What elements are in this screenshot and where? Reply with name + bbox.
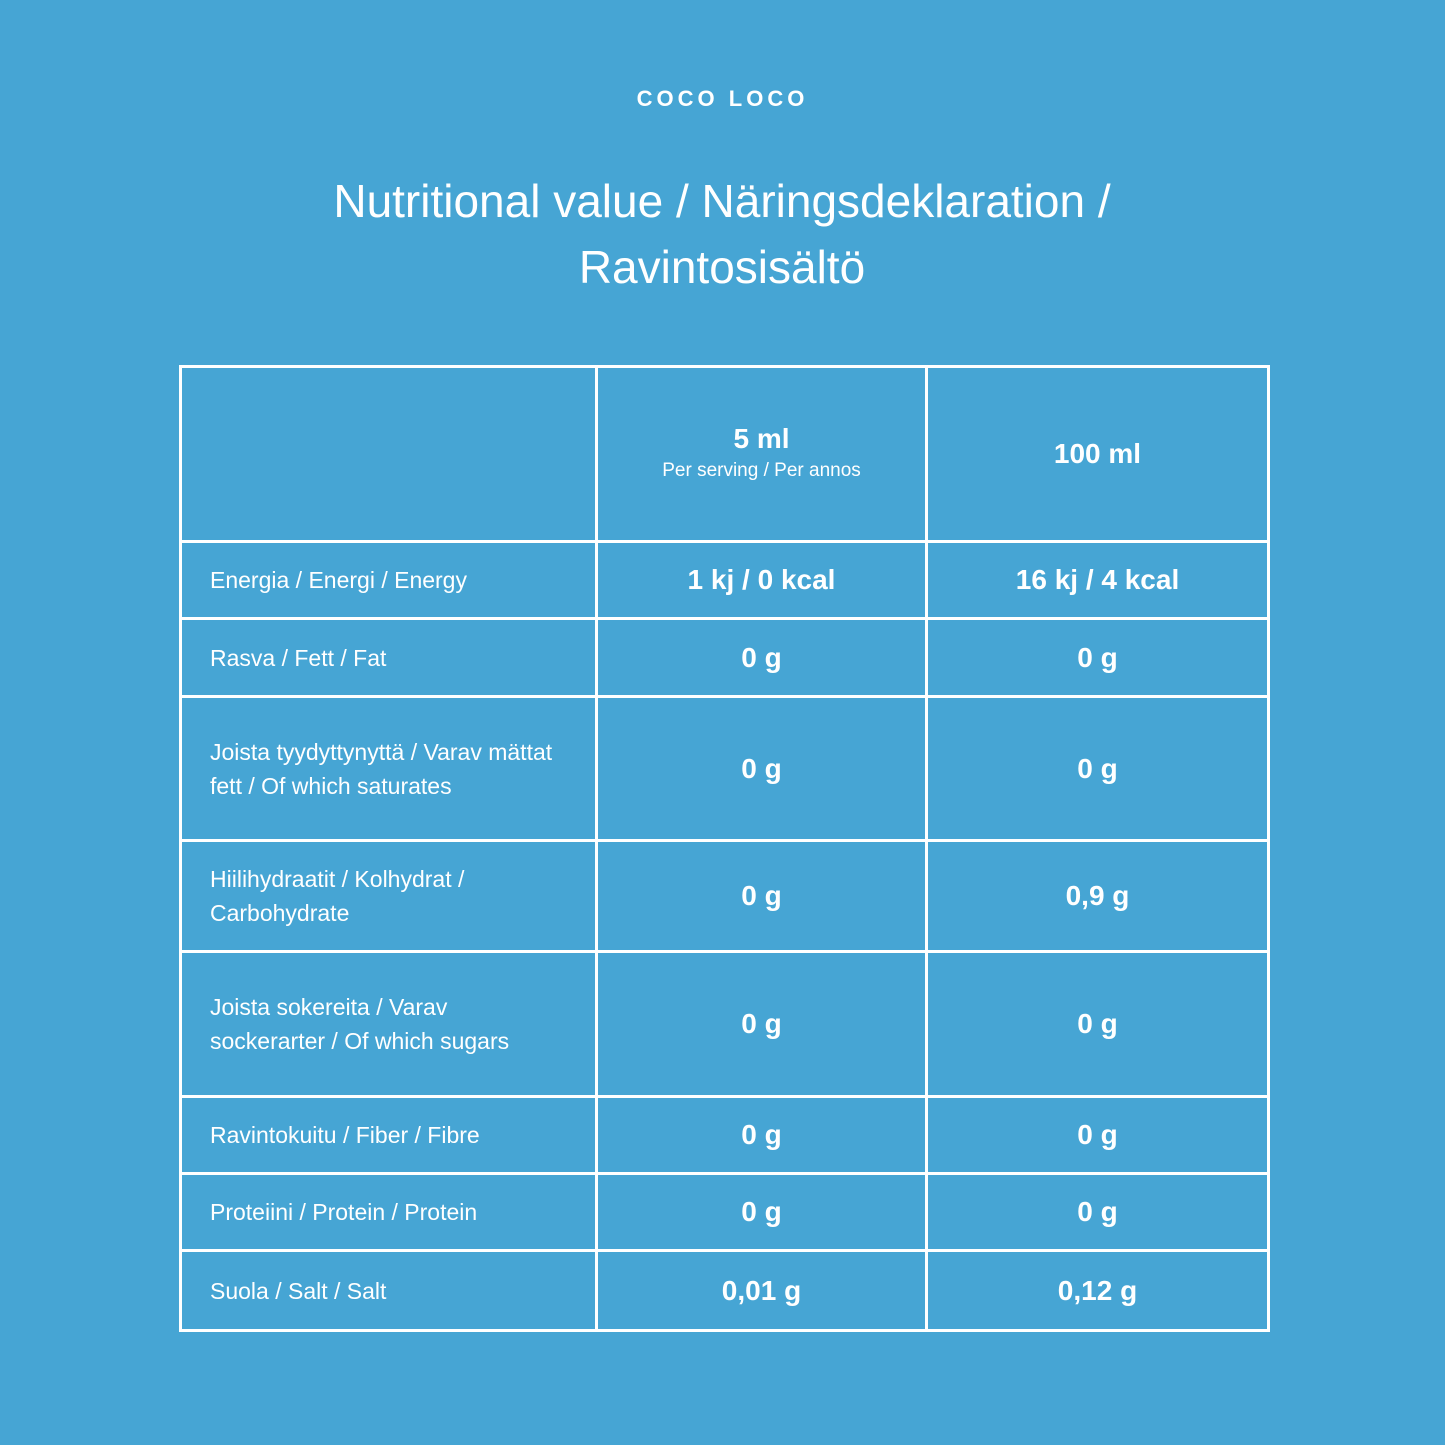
nutrient-label: Joista tyydyttynyttä / Varav mättat fett… — [179, 695, 598, 842]
nutrient-value: 0,12 g — [925, 1249, 1270, 1332]
nutrient-value: 1 kj / 0 kcal — [595, 540, 928, 620]
nutrient-value: 0 g — [595, 1095, 928, 1175]
nutrition-table: 5 ml Per serving / Per annos 100 ml Energia… — [179, 365, 1270, 1332]
nutrient-label: Energia / Energi / Energy — [179, 540, 598, 620]
nutrient-value: 0 g — [595, 617, 928, 698]
nutrient-value: 0 g — [595, 950, 928, 1098]
nutrient-value: 0,01 g — [595, 1249, 928, 1332]
table-row: Joista sokereita / Varav sockerarter / O… — [179, 950, 1270, 1098]
nutrient-value: 0 g — [595, 1172, 928, 1252]
header-cell: 100 ml — [925, 365, 1270, 543]
table-row: Energia / Energi / Energy 1 kj / 0 kcal 16… — [179, 540, 1270, 620]
table-row: Suola / Salt / Salt 0,01 g 0,12 g — [179, 1249, 1270, 1332]
table-row: Hiilihydraatit / Kolhydrat / Carbohydrat… — [179, 839, 1270, 953]
nutrient-value: 0 g — [925, 617, 1270, 698]
table-row: Joista tyydyttynyttä / Varav mättat fett… — [179, 695, 1270, 842]
nutrient-value: 0 g — [595, 839, 928, 953]
nutrient-label: Rasva / Fett / Fat — [179, 617, 598, 698]
nutrient-value: 0 g — [925, 950, 1270, 1098]
nutrient-value: 0 g — [925, 1172, 1270, 1252]
title: Nutritional value / Näringsdeklaration /… — [333, 175, 1111, 293]
header-cell — [179, 365, 598, 543]
table-body: 5 ml Per serving / Per annos 100 ml Energia… — [179, 365, 1270, 1332]
nutrient-value: 0,9 g — [925, 839, 1270, 953]
column-amount: 5 ml — [733, 423, 790, 454]
nutrient-value: 0 g — [595, 695, 928, 842]
nutrient-label: Ravintokuitu / Fiber / Fibre — [179, 1095, 598, 1175]
brand: COCO LOCO — [636, 86, 809, 111]
header-row: 5 ml Per serving / Per annos 100 ml — [179, 365, 1270, 543]
nutrient-label: Hiilihydraatit / Kolhydrat / Carbohydrat… — [179, 839, 598, 953]
nutrient-label: Proteiini / Protein / Protein — [179, 1172, 598, 1252]
column-amount: 100 ml — [1053, 438, 1142, 469]
header-cell: 5 ml Per serving / Per annos — [595, 365, 928, 543]
nutrient-label: Joista sokereita / Varav sockerarter / O… — [179, 950, 598, 1098]
nutrient-value: 0 g — [925, 1095, 1270, 1175]
nutrient-value: 16 kj / 4 kcal — [925, 540, 1270, 620]
nutrient-value: 0 g — [925, 695, 1270, 842]
column-note: Per serving / Per annos — [662, 460, 861, 481]
nutrient-label: Suola / Salt / Salt — [179, 1249, 598, 1332]
